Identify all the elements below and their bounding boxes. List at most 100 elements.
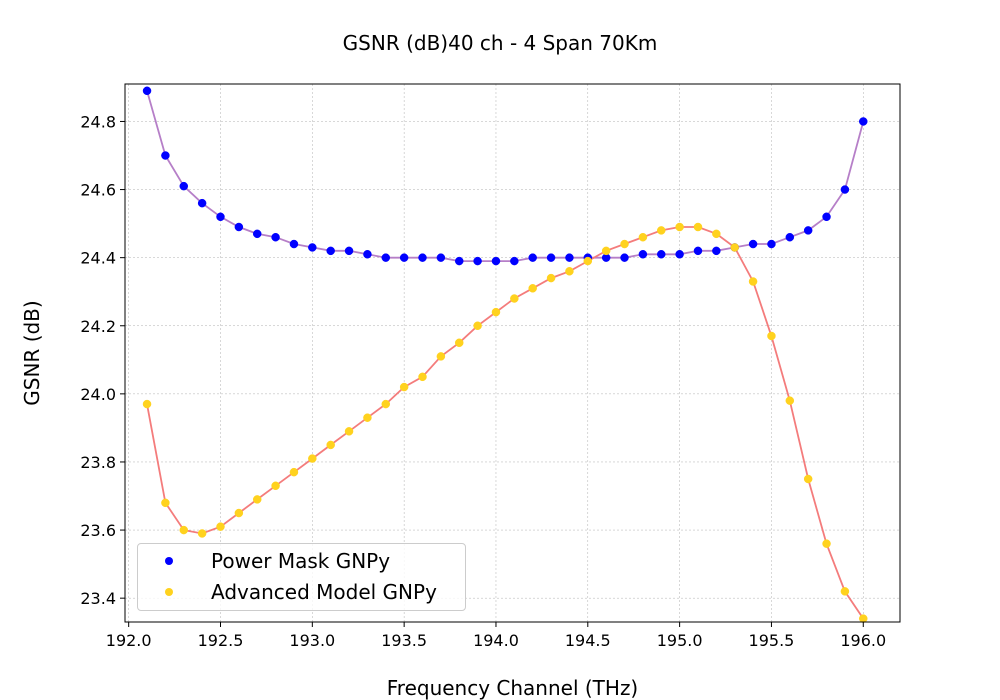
data-point-series-1 (418, 372, 427, 382)
data-point-series-1 (859, 614, 868, 623)
data-point-series-0 (418, 253, 427, 262)
data-point-series-0 (363, 250, 372, 259)
data-point-series-1 (142, 399, 152, 409)
data-point-series-0 (344, 246, 354, 256)
data-point-series-1 (693, 222, 703, 232)
data-point-series-1 (822, 539, 831, 548)
data-point-series-0 (308, 243, 317, 252)
data-point-series-0 (399, 253, 409, 262)
data-point-series-1 (583, 256, 593, 266)
data-point-series-1 (363, 413, 372, 422)
data-point-series-1 (399, 382, 409, 392)
data-point-series-1 (326, 440, 335, 450)
series-line-0 (146, 90, 865, 263)
data-point-series-0 (473, 256, 482, 266)
x-tick-label: 196.0 (840, 631, 886, 650)
series-line-1 (146, 226, 865, 620)
data-point-series-1 (197, 529, 207, 538)
data-point-series-0 (620, 253, 629, 262)
data-point-series-0 (252, 229, 262, 239)
grid-lines (125, 84, 900, 622)
x-axis-label: Frequency Channel (THz) (386, 676, 639, 700)
legend-label-advanced-model: Advanced Model GNPy (211, 580, 437, 604)
data-point-series-0 (142, 86, 152, 96)
series-lines (146, 90, 865, 620)
y-tick-label: 24.6 (80, 181, 116, 200)
axis-ticks: 192.0 192.5 193.0 193.5 194.0 194.5 195.0 195.5… (80, 112, 886, 650)
data-point-series-1 (491, 307, 501, 317)
data-point-series-0 (767, 239, 776, 249)
data-point-series-0 (803, 226, 813, 235)
series-points (142, 86, 868, 623)
data-point-series-0 (197, 198, 207, 208)
data-point-series-0 (638, 250, 648, 259)
y-tick-label: 23.4 (80, 589, 116, 608)
data-point-series-0 (785, 232, 795, 242)
data-point-series-0 (454, 256, 464, 266)
data-point-series-0 (859, 117, 868, 126)
data-point-series-1 (344, 427, 354, 436)
data-point-series-0 (528, 253, 537, 262)
data-point-series-0 (840, 185, 850, 194)
data-point-series-0 (546, 253, 556, 262)
y-tick-label: 24.0 (80, 385, 116, 404)
data-point-series-0 (179, 181, 189, 191)
data-point-series-1 (546, 273, 556, 283)
data-point-series-0 (565, 253, 574, 262)
y-axis-label: GSNR (dB) (20, 300, 44, 406)
y-tick-label: 24.2 (80, 317, 116, 336)
data-point-series-0 (822, 212, 831, 222)
data-point-series-0 (675, 250, 684, 259)
x-tick-label: 194.5 (565, 631, 611, 650)
data-point-series-1 (161, 498, 170, 508)
data-point-series-1 (601, 246, 611, 256)
data-point-series-1 (289, 467, 299, 477)
data-point-series-1 (252, 495, 262, 504)
data-point-series-0 (381, 253, 391, 262)
data-point-series-0 (216, 212, 225, 222)
legend-marker-power-mask (165, 557, 173, 565)
x-tick-label: 194.0 (473, 631, 519, 650)
data-point-series-1 (638, 232, 648, 242)
data-point-series-1 (748, 277, 758, 286)
plot-frame (124, 83, 901, 623)
data-point-series-1 (473, 321, 482, 331)
y-tick-label: 23.8 (80, 453, 116, 472)
data-point-series-1 (381, 399, 391, 409)
data-point-series-1 (767, 331, 776, 341)
data-point-series-1 (454, 338, 464, 348)
legend: Power Mask GNPy Advanced Model GNPy (137, 543, 466, 611)
chart-title: GSNR (dB)40 ch - 4 Span 70Km (342, 31, 658, 55)
data-point-series-1 (712, 229, 721, 239)
y-tick-label: 24.4 (80, 249, 116, 268)
data-point-series-1 (620, 239, 629, 249)
data-point-series-1 (657, 226, 666, 235)
data-point-series-1 (730, 243, 739, 252)
x-tick-label: 193.0 (289, 631, 335, 650)
legend-item-power-mask: Power Mask GNPy (138, 547, 390, 575)
data-point-series-1 (271, 481, 280, 491)
data-point-series-0 (436, 253, 446, 262)
data-point-series-1 (436, 352, 446, 361)
x-tick-label: 195.0 (657, 631, 703, 650)
data-point-series-0 (510, 256, 519, 266)
data-point-series-0 (712, 246, 721, 256)
y-tick-label: 23.6 (80, 521, 116, 540)
data-point-series-1 (675, 222, 684, 232)
y-tick-label: 24.8 (80, 112, 116, 131)
data-point-series-0 (161, 151, 170, 160)
legend-marker-advanced-model (165, 588, 173, 596)
data-point-series-0 (289, 239, 299, 249)
data-point-series-1 (234, 508, 244, 518)
data-point-series-1 (565, 267, 574, 276)
legend-item-advanced-model: Advanced Model GNPy (138, 578, 437, 606)
data-point-series-0 (748, 239, 758, 249)
data-point-series-1 (510, 294, 519, 303)
x-tick-label: 192.5 (198, 631, 244, 650)
data-point-series-1 (785, 396, 795, 405)
data-point-series-0 (326, 246, 335, 256)
data-point-series-1 (179, 525, 189, 535)
data-point-series-1 (308, 454, 317, 463)
data-point-series-0 (234, 222, 244, 232)
